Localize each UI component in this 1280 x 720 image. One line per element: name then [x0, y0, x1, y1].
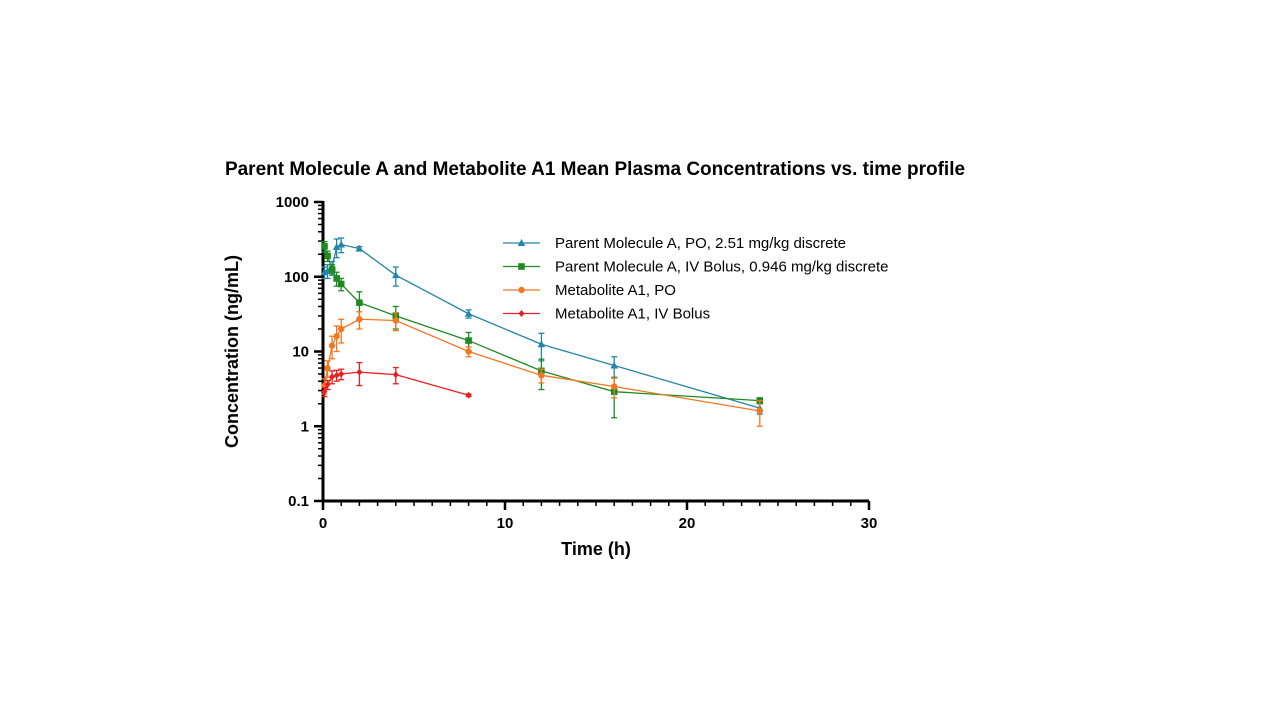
plot-area	[320, 237, 764, 427]
x-tick-label: 20	[679, 515, 696, 532]
legend-item: Metabolite A1, IV Bolus	[503, 306, 710, 323]
data-point	[356, 299, 363, 306]
data-point	[338, 370, 345, 378]
legend-item: Metabolite A1, PO	[503, 282, 676, 299]
x-tick-label: 30	[861, 515, 878, 532]
data-point	[518, 263, 525, 270]
data-point	[392, 317, 399, 324]
data-point	[611, 383, 618, 390]
y-tick-label: 1	[301, 418, 309, 435]
legend-item: Parent Molecule A, PO, 2.51 mg/kg discre…	[503, 235, 846, 252]
data-point	[518, 286, 525, 294]
data-point	[321, 243, 328, 250]
y-tick-label: 0.1	[288, 493, 309, 510]
data-point	[338, 325, 345, 333]
data-point	[610, 361, 618, 369]
data-point	[328, 266, 336, 273]
data-point	[465, 391, 472, 399]
legend-item: Parent Molecule A, IV Bolus, 0.946 mg/kg…	[503, 259, 889, 276]
y-tick-label: 10	[292, 344, 309, 361]
data-point	[333, 275, 340, 282]
y-tick-label: 1000	[276, 194, 309, 211]
data-point	[324, 381, 331, 389]
data-point	[538, 372, 545, 379]
data-point	[324, 364, 331, 372]
x-tick-label: 0	[319, 515, 327, 532]
legend-label: Parent Molecule A, PO, 2.51 mg/kg discre…	[555, 235, 846, 252]
data-point	[392, 371, 399, 379]
chart-title: Parent Molecule A and Metabolite A1 Mean…	[225, 159, 965, 180]
data-point	[332, 243, 341, 251]
data-point	[537, 340, 546, 348]
y-axis-label: Concentration (ng/mL)	[222, 255, 242, 448]
legend: Parent Molecule A, PO, 2.51 mg/kg discre…	[503, 235, 889, 323]
data-point	[392, 271, 400, 279]
data-point	[328, 342, 336, 349]
data-point	[465, 348, 472, 355]
data-point	[333, 333, 340, 340]
legend-label: Metabolite A1, IV Bolus	[555, 306, 710, 323]
data-point	[337, 280, 345, 288]
data-point	[517, 239, 526, 246]
y-tick-label: 100	[284, 269, 309, 286]
data-point	[356, 368, 363, 376]
axes: 0.1 1 10 100 1000 0 10 20 30	[276, 194, 878, 532]
data-point	[518, 310, 525, 317]
x-tick-label: 10	[497, 515, 514, 532]
data-point	[337, 240, 345, 248]
data-point	[464, 309, 473, 317]
data-point	[356, 316, 363, 323]
legend-label: Metabolite A1, PO	[555, 282, 676, 299]
legend-label: Parent Molecule A, IV Bolus, 0.946 mg/kg…	[555, 259, 889, 276]
data-point	[355, 244, 364, 252]
series-3	[321, 311, 763, 427]
data-point	[756, 407, 763, 415]
x-axis-label: Time (h)	[561, 539, 631, 559]
data-point	[324, 252, 331, 260]
series-4	[321, 361, 472, 399]
data-point	[333, 371, 340, 379]
data-point	[329, 373, 336, 381]
data-point	[465, 337, 472, 344]
